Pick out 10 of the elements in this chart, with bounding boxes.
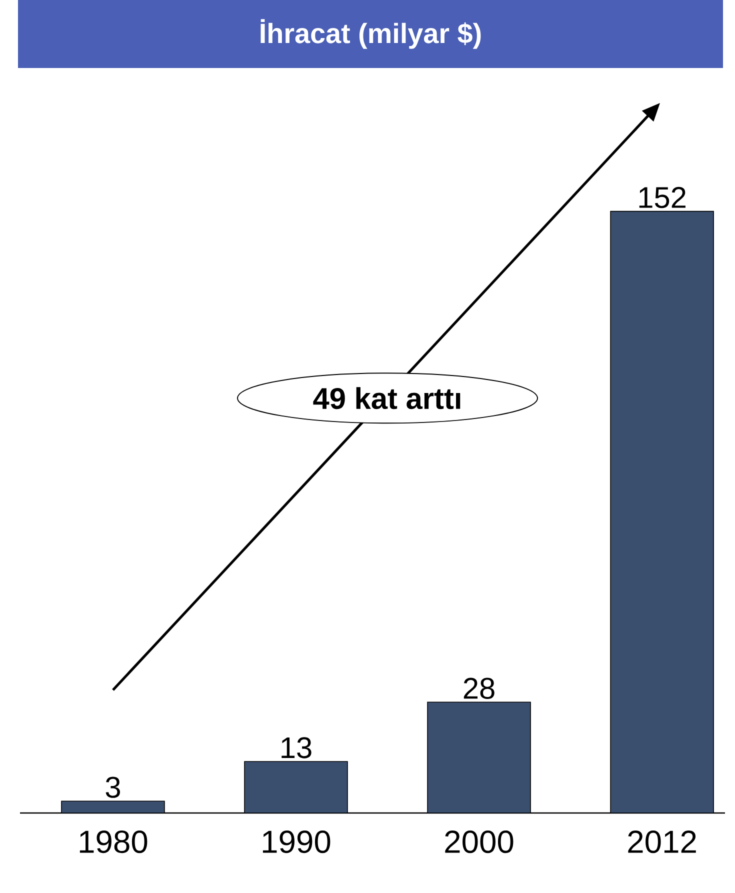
x-tick-label: 1990 — [262, 830, 330, 854]
data-label: 28 — [464, 678, 494, 699]
x-tick-label: 1980 — [80, 830, 148, 854]
chart-title: İhracat (milyar $) — [260, 19, 481, 49]
data-label: 152 — [639, 186, 686, 208]
x-tick-label: 2000 — [445, 830, 514, 854]
data-label: 3 — [106, 776, 120, 798]
data-label: 13 — [282, 737, 312, 758]
x-tick-label: 2012 — [628, 830, 696, 854]
annotation: 49 kat arttı — [313, 387, 460, 410]
